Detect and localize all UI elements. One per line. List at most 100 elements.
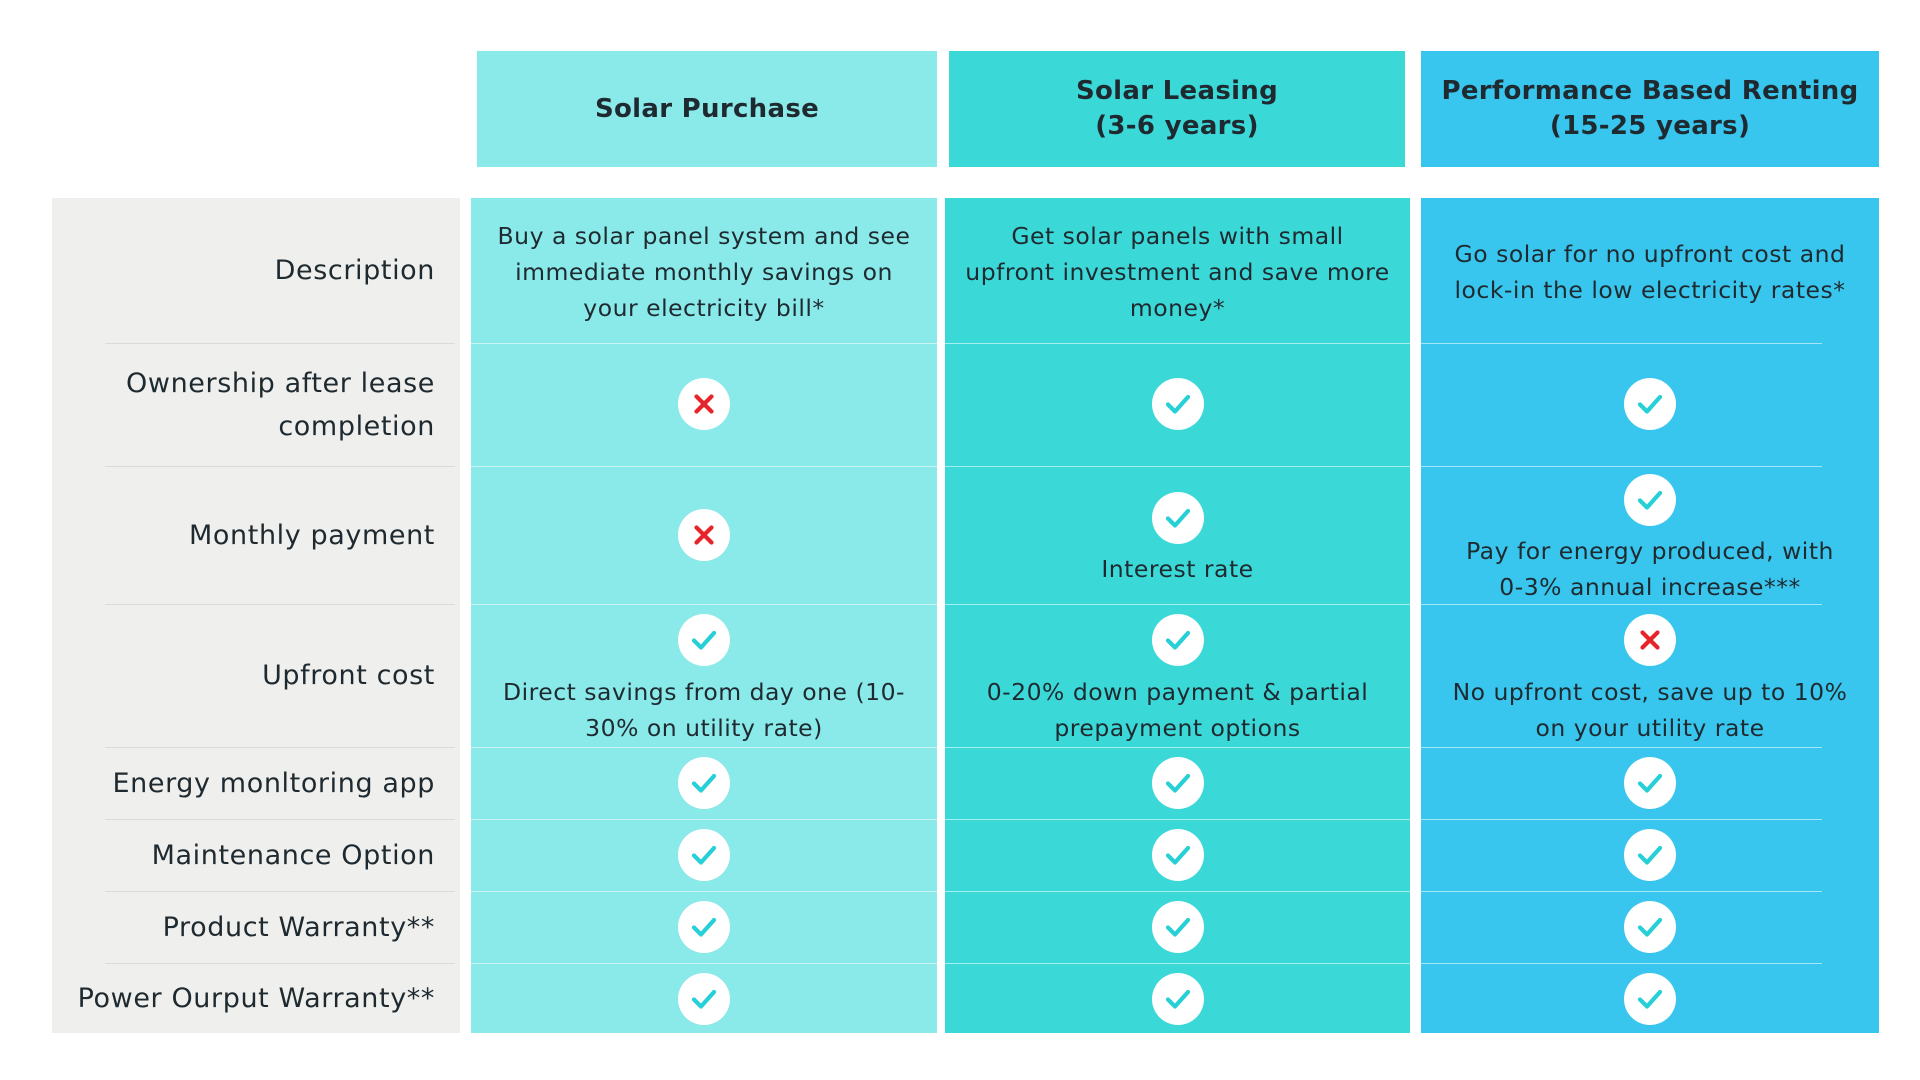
row-label: Upfront cost <box>262 604 435 747</box>
check-icon <box>1624 757 1676 809</box>
cell-text-line: Go solar for no upfront cost and <box>1454 240 1846 268</box>
check-icon <box>1151 829 1204 881</box>
row-label-text: Upfront cost <box>262 660 435 691</box>
column-header-leasing: Solar Leasing (3-6 years) <box>949 51 1405 167</box>
row-divider <box>105 343 455 344</box>
check-icon <box>678 614 730 666</box>
cell-text-line: 0-20% down payment & partial <box>986 678 1369 706</box>
check-icon <box>1151 378 1204 430</box>
cell-text: Pay for energy produced, with 0-3% annual… <box>1427 533 1873 605</box>
cell-text-line: on your utility rate <box>1535 714 1765 742</box>
row-divider <box>945 604 1410 605</box>
row-label: Maintenance Option <box>152 819 435 891</box>
cell-text: Go solar for no upfront cost and lock-in … <box>1427 236 1873 308</box>
row-label-text: Description <box>274 255 435 286</box>
row-divider <box>471 891 937 892</box>
cell-text-line: Pay for energy produced, with <box>1466 537 1834 565</box>
row-divider <box>105 963 455 964</box>
check-icon <box>1624 829 1676 881</box>
cell-text-line: Buy a solar panel system and see <box>497 222 911 250</box>
check-icon <box>678 973 730 1025</box>
cell-text-line: Direct savings from day one (10- <box>502 678 906 706</box>
row-label-text: Ownership after lease <box>126 367 435 399</box>
cross-icon <box>678 509 730 561</box>
row-divider <box>105 604 455 605</box>
row-divider <box>105 466 455 467</box>
row-label-text: Power Ourput Warranty** <box>77 982 435 1014</box>
check-icon <box>678 829 730 881</box>
row-divider <box>471 604 937 605</box>
check-icon <box>678 757 730 809</box>
row-divider <box>1421 891 1822 892</box>
cell-text-line: upfront investment and save more <box>965 258 1390 286</box>
row-divider <box>1421 747 1822 748</box>
column-subtitle: (3-6 years) <box>1095 111 1259 141</box>
cell-text-line: Interest rate <box>1101 555 1254 583</box>
column-title: Solar Purchase <box>594 93 820 124</box>
row-divider <box>1421 466 1822 467</box>
check-icon <box>1151 973 1204 1025</box>
check-icon <box>1624 973 1676 1025</box>
column-subtitle: (15-25 years) <box>1549 111 1751 141</box>
row-label-text: Energy monltoring app <box>112 767 435 799</box>
row-label-text: Monthly payment <box>189 519 435 551</box>
row-label-panel <box>52 198 460 1033</box>
row-divider <box>945 343 1410 344</box>
row-divider <box>471 343 937 344</box>
row-divider <box>105 891 455 892</box>
row-divider <box>945 819 1410 820</box>
row-divider <box>945 963 1410 964</box>
column-header-purchase: Solar Purchase <box>477 51 937 167</box>
check-icon <box>1624 474 1676 526</box>
check-icon <box>1151 757 1204 809</box>
row-label: Energy monltoring app <box>112 747 435 819</box>
row-divider <box>471 466 937 467</box>
cell-text-line: immediate monthly savings on <box>515 258 893 286</box>
row-divider <box>1421 819 1822 820</box>
cell-text-line: No upfront cost, save up to 10% <box>1452 678 1848 706</box>
check-icon <box>1151 492 1204 544</box>
cell-text: Buy a solar panel system and see immediat… <box>477 218 931 326</box>
cell-text-line: lock-in the low electricity rates* <box>1454 276 1846 304</box>
row-divider <box>1421 963 1822 964</box>
row-label: Description <box>275 198 435 343</box>
check-icon <box>1151 614 1204 666</box>
row-divider <box>945 891 1410 892</box>
cell-text: Get solar panels with small upfront inves… <box>951 218 1404 326</box>
cell-text: 0-20% down payment & partial prepayment o… <box>951 674 1404 746</box>
column-header-renting: Performance Based Renting (15-25 years) <box>1421 51 1879 167</box>
row-label: Product Warranty** <box>163 891 435 963</box>
cell-text: Direct savings from day one (10- 30% on u… <box>477 674 931 746</box>
check-icon <box>678 901 730 953</box>
row-label-text: Maintenance Option <box>151 839 435 871</box>
row-divider <box>471 963 937 964</box>
cell-text-line: Get solar panels with small <box>1011 222 1344 250</box>
check-icon <box>1624 378 1676 430</box>
row-label-text: Product Warranty** <box>162 911 435 943</box>
row-label: Monthly payment <box>189 466 435 604</box>
row-divider <box>105 747 455 748</box>
cell-text-line: money* <box>1129 294 1226 322</box>
row-divider <box>471 747 937 748</box>
cell-text-line: 30% on utility rate) <box>585 714 823 742</box>
cell-text: Interest rate <box>951 551 1404 587</box>
check-icon <box>1624 901 1676 953</box>
cross-icon <box>1624 614 1676 666</box>
cross-icon <box>678 378 730 430</box>
check-icon <box>1151 901 1204 953</box>
column-title: Solar Leasing <box>1075 76 1279 106</box>
row-label-text-2: completion <box>278 410 435 442</box>
row-divider <box>945 747 1410 748</box>
row-label: Power Ourput Warranty** <box>78 963 435 1033</box>
row-divider <box>945 466 1410 467</box>
column-title: Performance Based Renting <box>1441 76 1859 106</box>
cell-text: No upfront cost, save up to 10% on your u… <box>1427 674 1873 746</box>
row-divider <box>471 819 937 820</box>
row-divider <box>1421 604 1822 605</box>
row-divider <box>105 819 455 820</box>
cell-text-line: your electricity bill* <box>583 294 825 322</box>
cell-text-line: prepayment options <box>1054 714 1301 742</box>
cell-text-line: 0-3% annual increase*** <box>1499 573 1801 601</box>
row-label: Ownership after lease completion <box>126 343 435 466</box>
row-divider <box>1421 343 1822 344</box>
